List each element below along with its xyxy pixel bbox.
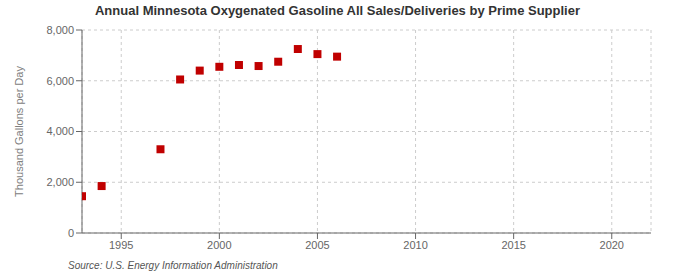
svg-text:8,000: 8,000 (46, 24, 74, 36)
svg-text:1995: 1995 (109, 239, 133, 251)
svg-text:2005: 2005 (305, 239, 329, 251)
svg-text:Thousand Gallons per Day: Thousand Gallons per Day (13, 66, 25, 197)
svg-text:2020: 2020 (600, 239, 624, 251)
html-text:Source: U.S. Energy Informatio: Source: U.S. Energy Information Administ… (68, 260, 278, 271)
svg-text:6,000: 6,000 (46, 75, 74, 87)
svg-text:0: 0 (68, 227, 74, 239)
svg-text:2000: 2000 (207, 239, 231, 251)
svg-text:2015: 2015 (501, 239, 525, 251)
svg-text:4,000: 4,000 (46, 125, 74, 137)
svg-text:2010: 2010 (403, 239, 427, 251)
svg-text:2,000: 2,000 (46, 176, 74, 188)
html-text:Annual Minnesota Oxygenated Ga: Annual Minnesota Oxygenated Gasoline All… (95, 3, 580, 18)
